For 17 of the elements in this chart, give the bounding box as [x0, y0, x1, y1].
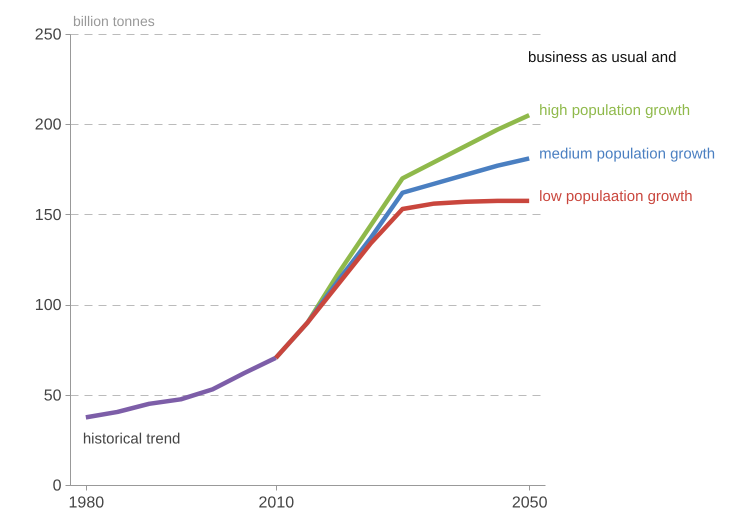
annotation: business as usual and	[528, 49, 676, 66]
y-tick-label: 50	[44, 387, 62, 404]
y-tick-label: 250	[34, 26, 62, 44]
line-series	[84, 356, 278, 420]
y-tick-label: 150	[34, 206, 62, 224]
series-label: historical trend	[82, 430, 180, 448]
x-tick-label: 2010	[258, 494, 294, 508]
x-tick-label: 2050	[512, 494, 548, 508]
y-tick-label: 0	[52, 478, 62, 494]
line-series	[274, 198, 532, 360]
x-tick-label: 1980	[68, 494, 104, 508]
y-tick-label: 100	[34, 297, 62, 314]
y-axis-title: billion tonnes	[73, 13, 155, 29]
series-label: low populaation growth	[539, 188, 693, 205]
series-label: high population growth	[539, 102, 690, 120]
y-tick-label: 200	[34, 116, 62, 134]
series-label: medium population growth	[539, 145, 716, 162]
